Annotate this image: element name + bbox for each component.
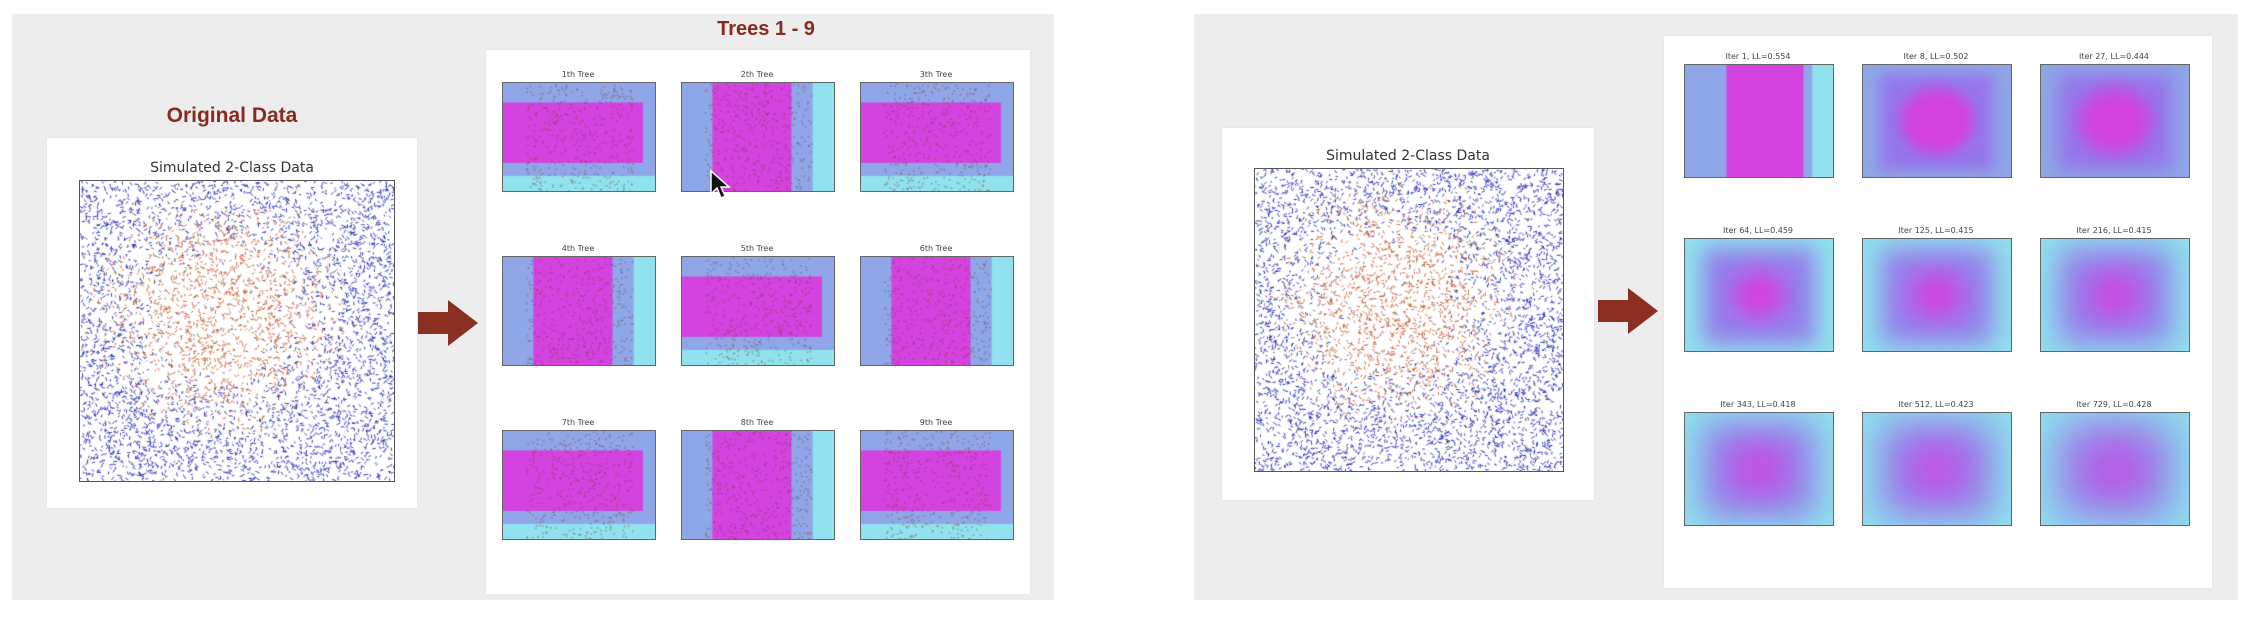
iteration-title: Iter 216, LL=0.415: [2076, 226, 2152, 235]
tree-title: 5th Tree: [740, 244, 774, 253]
mouse-pointer-icon: [710, 170, 731, 200]
original-data-card: Simulated 2-Class Data: [47, 138, 417, 508]
scatter-title-right: Simulated 2-Class Data: [1326, 148, 1490, 164]
iteration-plot: Iter 729, LL=0.428: [2040, 400, 2190, 564]
iteration-plot: Iter 64, LL=0.459: [1684, 226, 1834, 390]
tree-title: 1th Tree: [561, 70, 595, 79]
right-data-card: Simulated 2-Class Data: [1222, 128, 1594, 500]
iteration-title: Iter 8, LL=0.502: [1903, 52, 1969, 61]
iteration-plot: Iter 216, LL=0.415: [2040, 226, 2190, 390]
original-data-heading: Original Data: [166, 104, 298, 127]
tree-title: 6th Tree: [919, 244, 953, 253]
tree-plot: 4th Tree: [502, 244, 656, 368]
iteration-title: Iter 1, LL=0.554: [1725, 52, 1791, 61]
iterations-card: Iter 1, LL=0.554 Iter 8, LL=0.502 Iter 27,…: [1664, 36, 2212, 588]
iteration-title: Iter 125, LL=0.415: [1898, 226, 1974, 235]
iteration-plot: Iter 343, LL=0.418: [1684, 400, 1834, 564]
iteration-plot: Iter 1, LL=0.554: [1684, 52, 1834, 216]
iteration-plot: Iter 125, LL=0.415: [1862, 226, 2012, 390]
scatter-plot-right: [1254, 168, 1564, 472]
right-arrow-icon-2: [1598, 288, 1658, 334]
tree-plot: 7th Tree: [502, 418, 656, 542]
tree-plot: 6th Tree: [860, 244, 1014, 368]
tree-title: 8th Tree: [740, 418, 774, 427]
iteration-title: Iter 64, LL=0.459: [1722, 226, 1794, 235]
iteration-title: Iter 343, LL=0.418: [1720, 400, 1796, 409]
tree-title: 9th Tree: [919, 418, 953, 427]
tree-title: 2th Tree: [740, 70, 774, 79]
iteration-plot: Iter 27, LL=0.444: [2040, 52, 2190, 216]
tree-title: 4th Tree: [561, 244, 595, 253]
tree-plot: 3th Tree: [860, 70, 1014, 194]
trees-heading: Trees 1 - 9: [717, 18, 815, 40]
iteration-title: Iter 27, LL=0.444: [2078, 52, 2150, 61]
tree-plot: 9th Tree: [860, 418, 1014, 542]
iteration-title: Iter 729, LL=0.428: [2076, 400, 2152, 409]
iteration-plot: Iter 8, LL=0.502: [1862, 52, 2012, 216]
tree-plot: 5th Tree: [681, 244, 835, 368]
tree-plot: 1th Tree: [502, 70, 656, 194]
scatter-plot: [79, 180, 395, 482]
tree-plot: 8th Tree: [681, 418, 835, 542]
iteration-plot: Iter 512, LL=0.423: [1862, 400, 2012, 564]
tree-title: 7th Tree: [561, 418, 595, 427]
tree-title: 3th Tree: [919, 70, 953, 79]
tree-plot: 2th Tree: [681, 70, 835, 194]
scatter-title: Simulated 2-Class Data: [150, 160, 314, 176]
right-arrow-icon: [418, 300, 478, 346]
iteration-title: Iter 512, LL=0.423: [1898, 400, 1974, 409]
trees-card: 1th Tree 2th Tree 3th Tree 4th Tree 5th Tree…: [486, 50, 1030, 594]
